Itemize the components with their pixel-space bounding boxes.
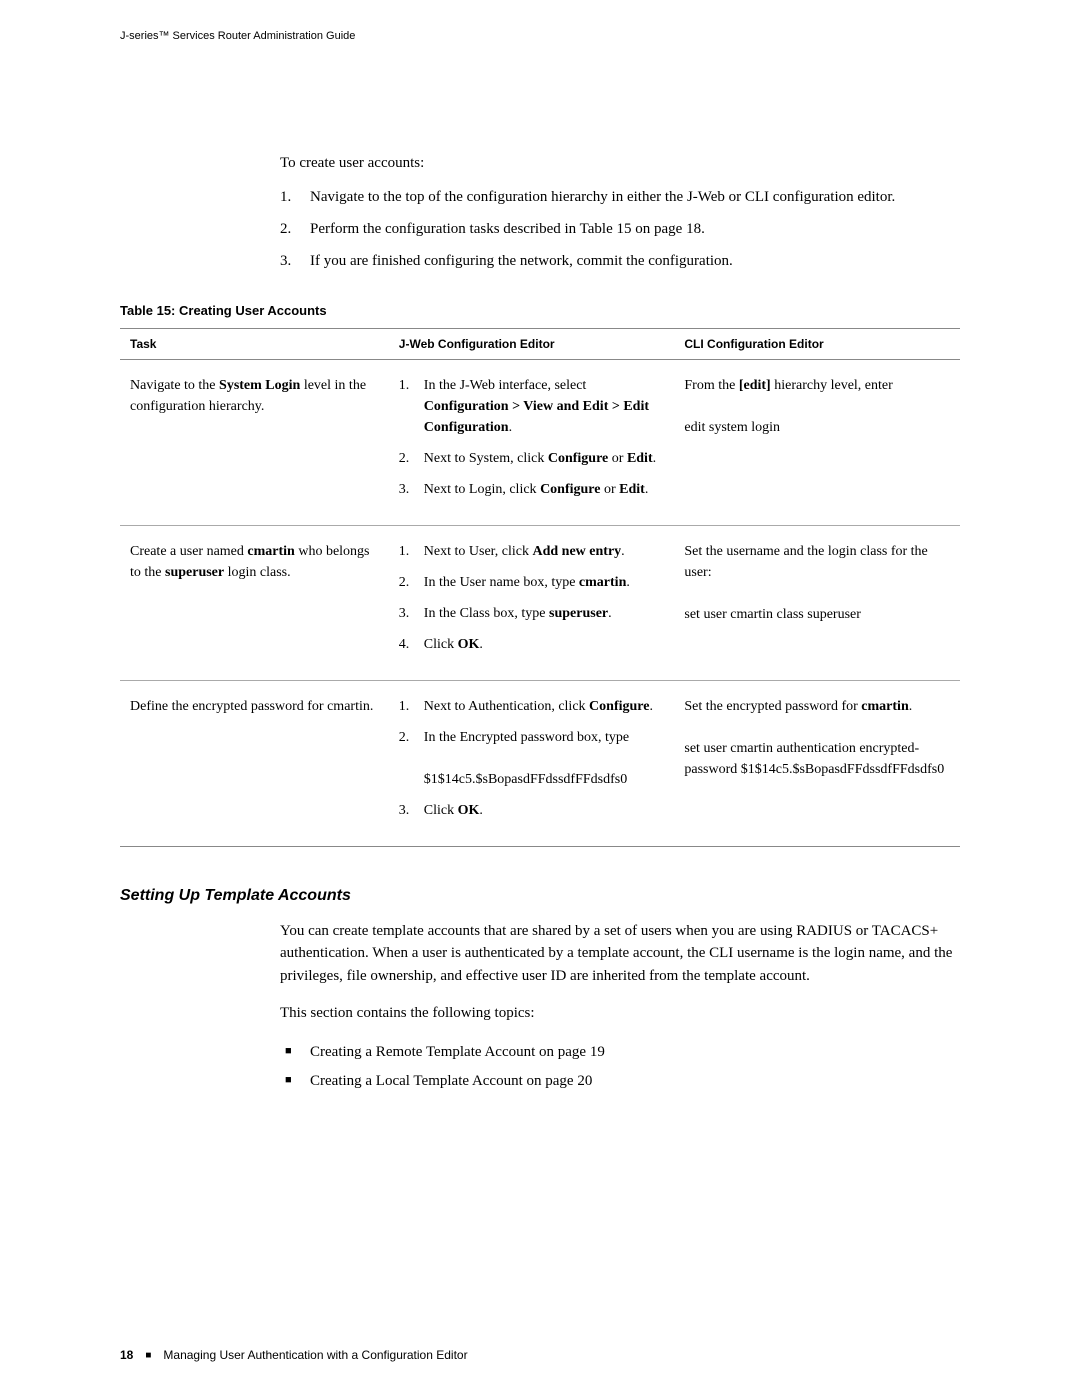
intro-step: 1.Navigate to the top of the configurati… — [280, 185, 960, 209]
jweb-step: 4.Click OK. — [399, 634, 665, 655]
footer-separator-icon: ■ — [145, 1350, 151, 1361]
jweb-step: 2.In the User name box, type cmartin. — [399, 572, 665, 593]
cli-cell: Set the username and the login class for… — [674, 525, 960, 680]
jweb-step: 2.Next to System, click Configure or Edi… — [399, 448, 665, 469]
intro-step: 3.If you are finished configuring the ne… — [280, 249, 960, 273]
jweb-cell: 1.In the J-Web interface, select Configu… — [389, 359, 675, 525]
intro-step: 2.Perform the configuration tasks descri… — [280, 217, 960, 241]
table-header-task: Task — [120, 328, 389, 359]
intro-lead: To create user accounts: — [280, 152, 960, 175]
cli-cell: Set the encrypted password for cmartin.s… — [674, 680, 960, 846]
table-title: Table 15: Creating User Accounts — [120, 303, 960, 318]
header-title: J-series™ Services Router Administration… — [120, 30, 960, 42]
cli-cell: From the [edit] hierarchy level, entered… — [674, 359, 960, 525]
table-header-jweb: J-Web Configuration Editor — [389, 328, 675, 359]
intro-steps-list: 1.Navigate to the top of the configurati… — [280, 185, 960, 273]
table-row: Create a user named cmartin who belongs … — [120, 525, 960, 680]
jweb-step: 3.Next to Login, click Configure or Edit… — [399, 479, 665, 500]
jweb-step: 3.Click OK. — [399, 800, 665, 821]
jweb-step: 1.Next to Authentication, click Configur… — [399, 696, 665, 717]
page-footer: 18 ■ Managing User Authentication with a… — [120, 1348, 468, 1362]
jweb-step: 2.In the Encrypted password box, type$1$… — [399, 727, 665, 790]
table-header-cli: CLI Configuration Editor — [674, 328, 960, 359]
table-row: Navigate to the System Login level in th… — [120, 359, 960, 525]
table-row: Define the encrypted password for cmarti… — [120, 680, 960, 846]
jweb-steps: 1.In the J-Web interface, select Configu… — [399, 375, 665, 500]
jweb-cell: 1.Next to User, click Add new entry. 2.I… — [389, 525, 675, 680]
intro-step-text: Perform the configuration tasks describe… — [310, 221, 705, 237]
section-bullet: Creating a Local Template Account on pag… — [280, 1069, 960, 1093]
section-para2: This section contains the following topi… — [280, 1002, 960, 1025]
section-para1: You can create template accounts that ar… — [280, 920, 960, 988]
section-heading: Setting Up Template Accounts — [120, 887, 960, 905]
intro-step-text: Navigate to the top of the configuration… — [310, 189, 895, 205]
config-table: Task J-Web Configuration Editor CLI Conf… — [120, 328, 960, 847]
intro-step-text: If you are finished configuring the netw… — [310, 253, 733, 269]
jweb-cell: 1.Next to Authentication, click Configur… — [389, 680, 675, 846]
footer-text: Managing User Authentication with a Conf… — [163, 1348, 467, 1362]
jweb-steps: 1.Next to Authentication, click Configur… — [399, 696, 665, 821]
jweb-step: 1.In the J-Web interface, select Configu… — [399, 375, 665, 438]
jweb-steps: 1.Next to User, click Add new entry. 2.I… — [399, 541, 665, 655]
section-bullets: Creating a Remote Template Account on pa… — [280, 1040, 960, 1093]
task-cell: Create a user named cmartin who belongs … — [120, 525, 389, 680]
jweb-step: 3.In the Class box, type superuser. — [399, 603, 665, 624]
jweb-step: 1.Next to User, click Add new entry. — [399, 541, 665, 562]
task-cell: Navigate to the System Login level in th… — [120, 359, 389, 525]
task-cell: Define the encrypted password for cmarti… — [120, 680, 389, 846]
footer-page-number: 18 — [120, 1348, 133, 1362]
section-bullet: Creating a Remote Template Account on pa… — [280, 1040, 960, 1064]
